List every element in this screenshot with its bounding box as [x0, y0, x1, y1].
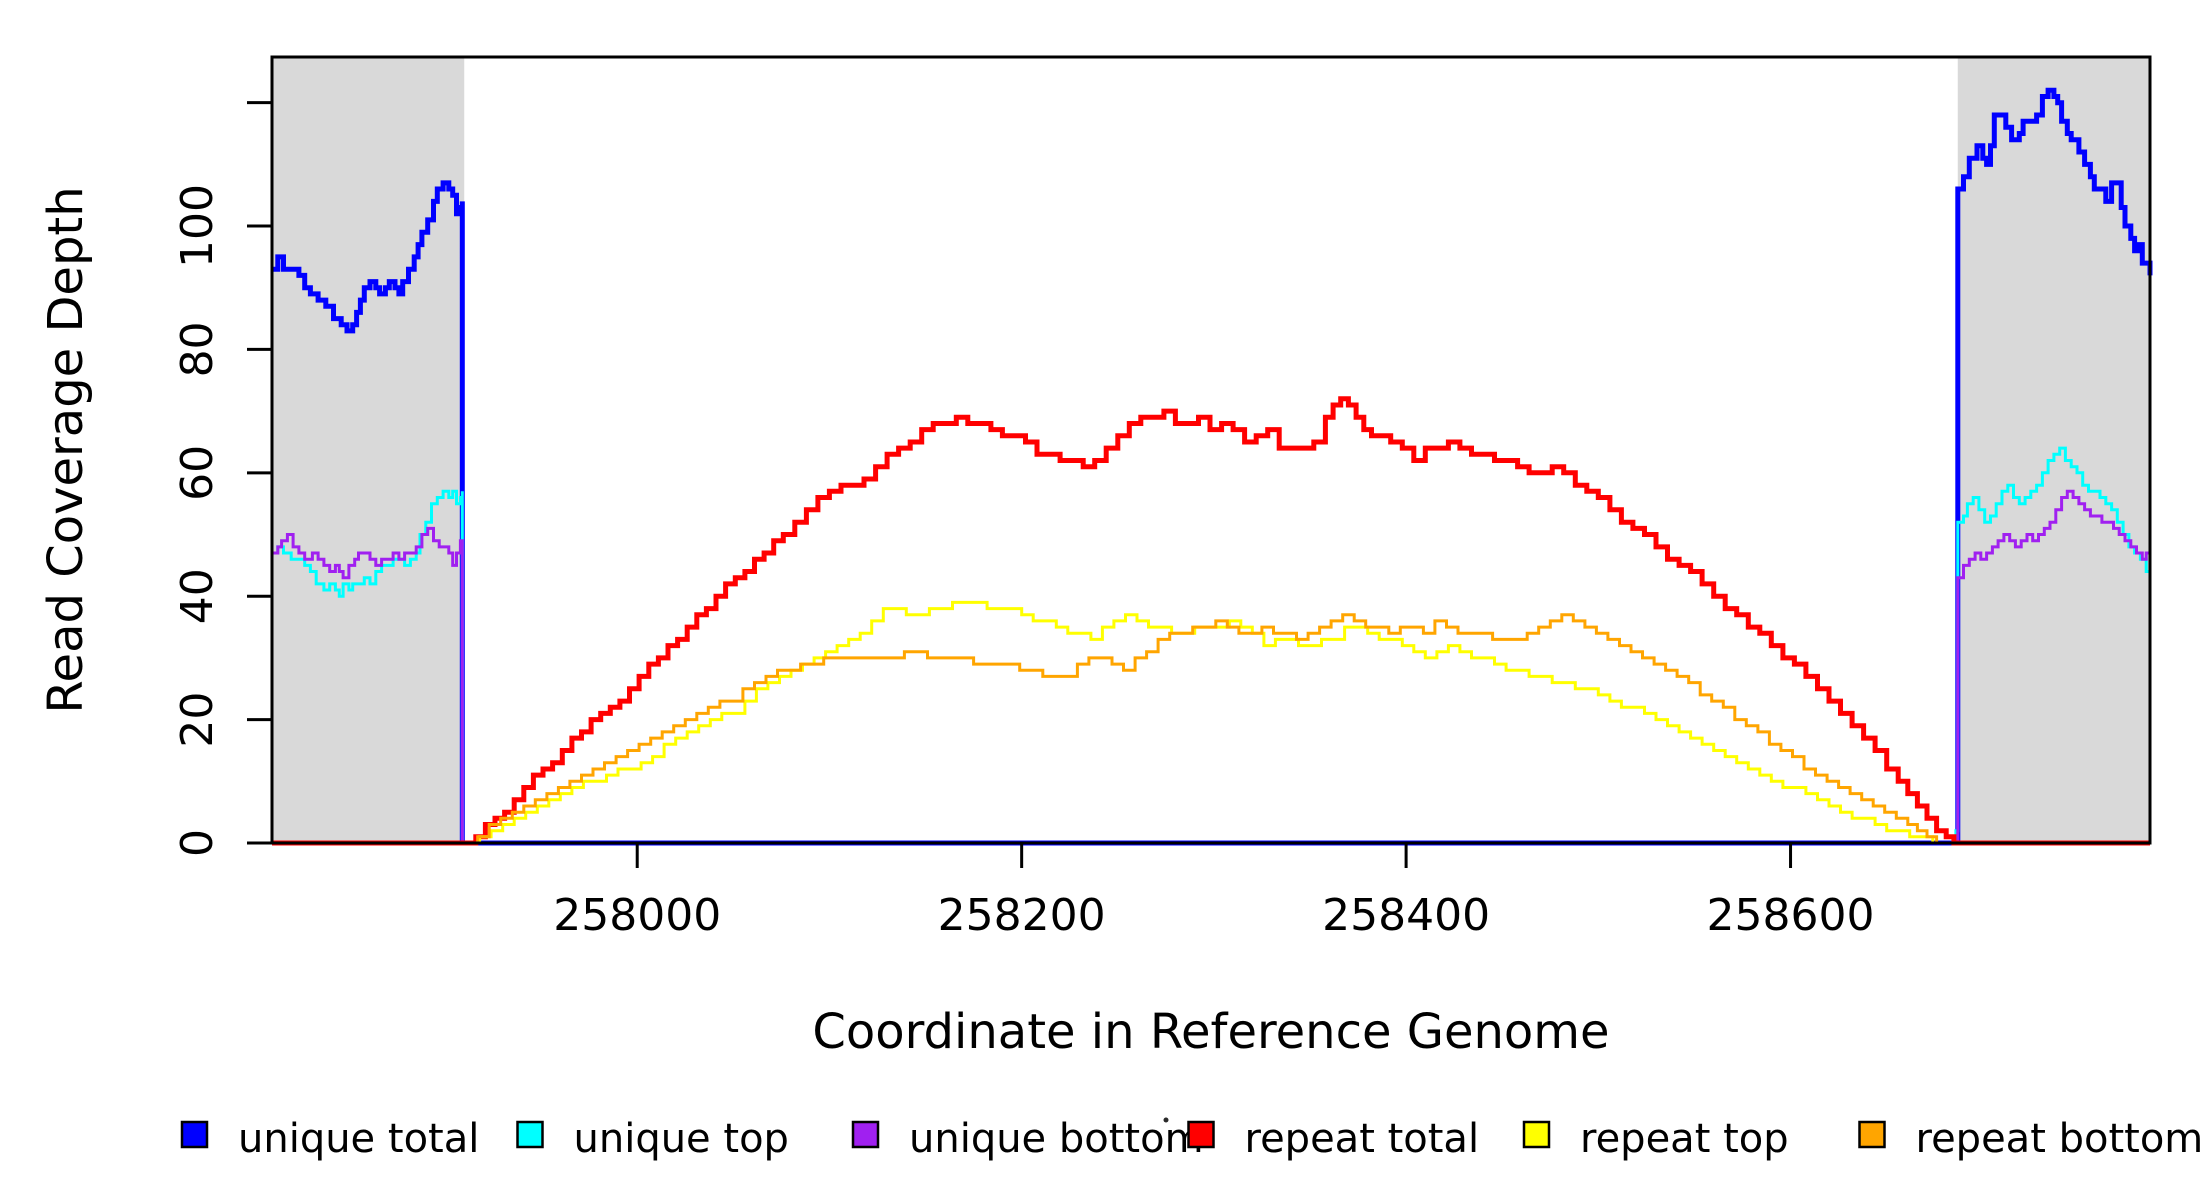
legend: unique total unique top unique bottom repea… — [180, 1116, 2200, 1162]
series-line-repeat-top — [272, 600, 2150, 845]
x-axis-label: Coordinate in Reference Genome — [812, 1004, 1609, 1060]
legend-item-unique-total: unique total — [180, 1116, 479, 1162]
legend-label: unique total — [238, 1116, 479, 1162]
legend-label: repeat bottom — [1916, 1116, 2200, 1162]
legend-item-unique-top: unique top — [516, 1116, 789, 1162]
y-tick-label: 80 — [172, 321, 223, 377]
y-tick-label: 60 — [172, 445, 223, 501]
x-tick-label: 258200 — [938, 890, 1106, 941]
plot-border — [270, 55, 2152, 845]
x-axis-ticks: 258000 258200 258400 258600 — [553, 843, 1875, 941]
legend-swatch — [1187, 1120, 1215, 1149]
series-line-unique-total — [272, 87, 2153, 846]
legend-swatch — [1522, 1120, 1551, 1149]
y-tick-label: 40 — [172, 568, 223, 624]
legend-item-repeat-total: repeat total — [1187, 1116, 1480, 1162]
flank-band — [272, 57, 465, 843]
series-line-unique-bottom — [272, 489, 2152, 845]
y-axis-label: Read Coverage Depth — [38, 186, 94, 713]
legend-item-repeat-top: repeat top — [1522, 1116, 1789, 1162]
stray-dot — [1163, 1117, 1169, 1123]
flank-band — [1957, 57, 2150, 843]
y-tick-label: 0 — [172, 829, 223, 857]
series-line-unique-top — [272, 446, 2152, 845]
legend-label: repeat top — [1580, 1116, 1789, 1162]
series-line-repeat-bottom — [272, 613, 2150, 845]
legend-label: unique top — [574, 1116, 789, 1162]
legend-item-unique-bottom: unique bottom — [851, 1116, 1204, 1162]
y-axis-ticks: 0 20 40 60 80 100 — [172, 101, 272, 857]
flank-highlight-bands — [272, 57, 2150, 843]
legend-label: unique bottom — [909, 1116, 1204, 1162]
series-lines — [272, 87, 2153, 846]
legend-swatch — [1858, 1120, 1886, 1149]
series-line-repeat-total — [272, 396, 2150, 846]
x-tick-label: 258400 — [1322, 890, 1490, 941]
y-tick-label: 100 — [172, 184, 223, 268]
legend-swatch — [180, 1120, 209, 1149]
x-tick-label: 258600 — [1707, 890, 1875, 941]
y-tick-label: 20 — [172, 692, 223, 748]
legend-swatch — [851, 1120, 880, 1149]
legend-label: repeat total — [1245, 1116, 1480, 1162]
x-tick-label: 258000 — [553, 890, 721, 941]
legend-item-repeat-bottom: repeat bottom — [1858, 1116, 2200, 1162]
legend-swatch — [516, 1120, 544, 1149]
